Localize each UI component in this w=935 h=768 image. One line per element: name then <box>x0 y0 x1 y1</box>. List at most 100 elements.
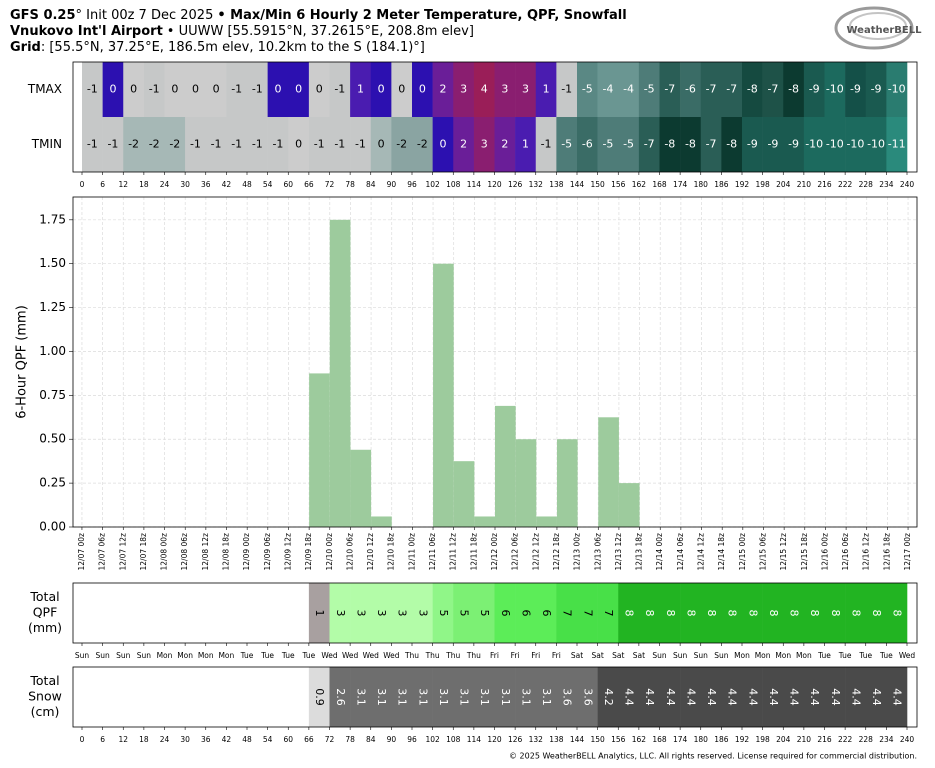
total-cell <box>783 583 805 643</box>
cell-label: -9 <box>809 83 820 96</box>
x-tick-label: 102 <box>425 180 440 189</box>
heat-cell <box>535 62 557 117</box>
x-tick-label: 12/16 18z <box>882 533 891 571</box>
heat-cell <box>453 62 475 117</box>
x-tick-label: 66 <box>304 180 314 189</box>
x-tick-label: 234 <box>879 735 894 744</box>
panel-frame <box>72 196 918 528</box>
total-cell <box>680 667 702 727</box>
bar <box>371 516 392 527</box>
heat-cell <box>350 62 372 117</box>
heat-cell <box>288 117 310 172</box>
cell-label: 0 <box>130 83 137 96</box>
heat-cell <box>886 62 908 117</box>
total-cell <box>515 667 537 727</box>
heat-cell <box>288 62 310 117</box>
heat-cell <box>638 117 660 172</box>
heat-cell <box>824 62 846 117</box>
heat-cell <box>185 117 207 172</box>
heat-cell <box>494 62 516 117</box>
total-cell <box>865 583 887 643</box>
x-tick-label: Fri <box>490 651 499 660</box>
cell-label: 2 <box>439 83 446 96</box>
row-label: (cm) <box>31 704 60 719</box>
x-tick-label: 156 <box>611 180 626 189</box>
heat-cell <box>803 62 825 117</box>
total-cell <box>515 583 537 643</box>
total-cell <box>886 667 908 727</box>
x-tick-label: 102 <box>425 735 440 744</box>
cell-label: 8 <box>870 610 883 617</box>
x-tick-label: 12/10 06z <box>345 533 354 571</box>
total-cell <box>329 583 351 643</box>
station: • UUWW [55.5915°N, 37.2615°E, 208.8m ele… <box>167 24 474 39</box>
cell-label: -2 <box>149 138 160 151</box>
x-tick-label: 96 <box>407 735 417 744</box>
cell-label: -8 <box>664 138 675 151</box>
cell-label: 0 <box>378 83 385 96</box>
x-tick-label: 12/11 12z <box>449 533 458 571</box>
x-tick-label: 114 <box>467 735 482 744</box>
heat-cell <box>577 62 598 117</box>
x-tick-label: 228 <box>859 180 874 189</box>
cell-label: -10 <box>805 138 823 151</box>
y-tick-label: 0.25 <box>39 476 66 490</box>
x-tick-label: Fri <box>511 651 520 660</box>
total-cell <box>680 583 702 643</box>
total-cell <box>370 583 392 643</box>
row-label: QPF <box>33 605 58 620</box>
x-tick-label: 72 <box>325 735 335 744</box>
x-tick-label: 90 <box>387 180 397 189</box>
total-cell <box>845 667 867 727</box>
total-cell <box>556 667 578 727</box>
x-tick-label: Sat <box>633 651 645 660</box>
cell-label: 2 <box>501 138 508 151</box>
x-tick-label: 180 <box>694 180 709 189</box>
x-tick-label: 162 <box>632 735 647 744</box>
cell-label: 8 <box>623 610 636 617</box>
x-tick-label: 210 <box>797 735 812 744</box>
cell-label: 0 <box>192 83 199 96</box>
header-line-2: Vnukovo Int'l Airport • UUWW [55.5915°N, … <box>10 24 474 39</box>
x-tick-label: 12/08 18z <box>222 533 231 571</box>
logo-text: WeatherBELL <box>846 25 922 36</box>
x-tick-label: 12/14 18z <box>717 533 726 571</box>
x-tick-label: 12/07 00z <box>77 533 86 571</box>
cell-label: 0 <box>295 83 302 96</box>
x-tick-label: Mon <box>775 651 791 660</box>
x-tick-label: 156 <box>611 735 626 744</box>
cell-label: 4.4 <box>684 688 697 706</box>
heat-cell <box>515 62 537 117</box>
row-label: TMAX <box>27 82 62 96</box>
x-tick-label: 144 <box>570 180 585 189</box>
cell-label: -1 <box>87 83 98 96</box>
total-cell <box>803 667 825 727</box>
cell-label: 7 <box>581 610 594 617</box>
x-tick-label: 12/13 18z <box>635 533 644 571</box>
cell-label: 8 <box>746 610 759 617</box>
cell-label: 6 <box>519 610 532 617</box>
x-tick-label: Tue <box>838 651 852 660</box>
heat-cell <box>226 117 248 172</box>
x-tick-label: 12/09 00z <box>242 533 251 571</box>
x-tick-label: 216 <box>817 180 832 189</box>
x-tick-label: 12/13 00z <box>573 533 582 571</box>
x-tick-label: Tue <box>281 651 295 660</box>
x-tick-label: 138 <box>549 735 564 744</box>
x-tick-label: 168 <box>652 180 667 189</box>
total-cell <box>845 583 867 643</box>
x-tick-label: Wed <box>899 651 916 660</box>
bar <box>536 516 557 527</box>
cell-label: 3.1 <box>396 688 409 706</box>
cell-label: 3 <box>522 83 529 96</box>
x-tick-label: Sat <box>612 651 624 660</box>
x-tick-label: 12/11 00z <box>407 533 416 571</box>
heat-cell <box>308 62 330 117</box>
x-tick-label: 12/10 18z <box>387 533 396 571</box>
x-tick-label: 12/16 06z <box>841 533 850 571</box>
total-cell <box>494 583 516 643</box>
cell-label: 1 <box>357 83 364 96</box>
cell-label: 4.4 <box>891 688 904 706</box>
x-tick-label: Sun <box>694 651 709 660</box>
x-tick-label: 228 <box>859 735 874 744</box>
